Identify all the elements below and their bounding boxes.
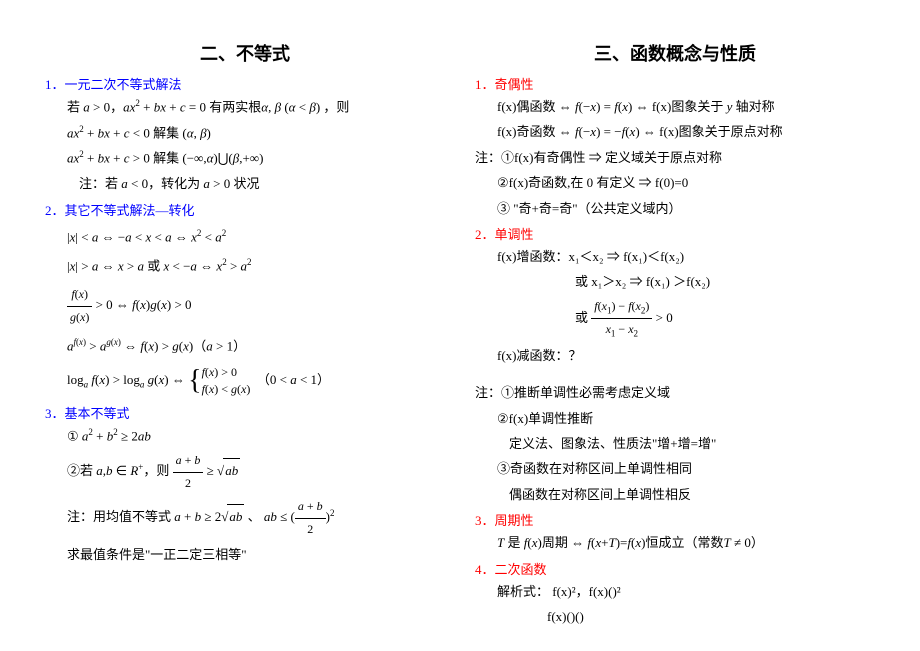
r2-n2: ②f(x)单调性推断 <box>497 407 875 430</box>
r1-l1: f(x)偶函数 ⇔ f(−x) = f(x) ⇔ f(x)图象关于 y 轴对称 <box>497 95 875 118</box>
r4-l2: f(x)()() <box>547 605 875 628</box>
r2-n1: 注：①推断单调性必需考虑定义域 <box>475 381 875 404</box>
r2-l4: f(x)减函数：？ <box>497 344 875 367</box>
s3-line1: ① a2 + b2 ≥ 2ab <box>67 424 445 448</box>
s2-line4: af(x) > ag(x) ⇔ f(x) > g(x)（a > 1） <box>67 334 445 358</box>
r1-l2: f(x)奇函数 ⇔ f(−x) = −f(x) ⇔ f(x)图象关于原点对称 <box>497 120 875 143</box>
s2-line1: |x| < a ⇔ −a < x < a ⇔ x2 < a2 <box>67 225 445 249</box>
s1-line4: 注：若 a < 0，转化为 a > 0 状况 <box>79 172 445 195</box>
r-section-1-head: 1．奇偶性 <box>475 74 875 93</box>
r1-n2: ②f(x)奇函数,在 0 有定义 ⇒ f(0)=0 <box>497 171 875 194</box>
s1-line2: ax2 + bx + c < 0 解集 (α, β) <box>67 121 445 145</box>
r2-l3: 或 f(x1) − f(x2)x1 − x2 > 0 <box>575 296 875 342</box>
s2-line5: loga f(x) > loga g(x) ⇔ {f(x) > 0f(x) < … <box>67 364 445 398</box>
s3-line2: ②若 a,b ∈ R+，则 a + b2 ≥ √ab <box>67 450 445 494</box>
s3-line4: 求最值条件是"一正二定三相等" <box>67 543 445 566</box>
s3-line3: 注：用均值不等式 a + b ≥ 2√ab 、 ab ≤ (a + b2)2 <box>67 496 445 540</box>
r4-l1: 解析式： f(x)²，f(x)()² <box>497 580 875 603</box>
r-section-3-head: 3．周期性 <box>475 510 875 529</box>
left-column: 二、不等式 1．一元二次不等式解法 若 a > 0，ax2 + bx + c =… <box>30 40 460 631</box>
r1-n1: 注：①f(x)有奇偶性 ⇒ 定义域关于原点对称 <box>475 146 875 169</box>
r2-n5: 偶函数在对称区间上单调性相反 <box>509 483 875 506</box>
s1-line1: 若 a > 0，ax2 + bx + c = 0 有两实根α, β (α < β… <box>67 95 445 119</box>
right-title: 三、函数概念与性质 <box>475 40 875 66</box>
s1-line3: ax2 + bx + c > 0 解集 (−∞,α)⋃(β,+∞) <box>67 146 445 170</box>
r2-n4: ③奇函数在对称区间上单调性相同 <box>497 457 875 480</box>
s2-line3: f(x)g(x) > 0 ⇔ f(x)g(x) > 0 <box>67 284 445 328</box>
s2-line2: |x| > a ⇔ x > a 或 x < −a ⇔ x2 > a2 <box>67 254 445 278</box>
section-2-head: 2．其它不等式解法—转化 <box>45 200 445 219</box>
r-section-2-head: 2．单调性 <box>475 224 875 243</box>
r2-l1: f(x)增函数：x₁＜x₂ ⇒ f(x₁)＜f(x₂) <box>497 245 875 268</box>
r2-n3: 定义法、图象法、性质法"增+增=增" <box>509 432 875 455</box>
section-3-head: 3．基本不等式 <box>45 403 445 422</box>
section-1-head: 1．一元二次不等式解法 <box>45 74 445 93</box>
r-section-4-head: 4．二次函数 <box>475 559 875 578</box>
right-column: 三、函数概念与性质 1．奇偶性 f(x)偶函数 ⇔ f(−x) = f(x) ⇔… <box>460 40 890 631</box>
r2-l2: 或 x₁＞x₂ ⇒ f(x₁) ＞f(x₂) <box>575 270 875 293</box>
r3-l1: T 是 f(x)周期 ⇔ f(x+T)=f(x)恒成立（常数T ≠ 0） <box>497 531 875 554</box>
r1-n3: ③ "奇+奇=奇"（公共定义域内） <box>497 197 875 220</box>
left-title: 二、不等式 <box>45 40 445 66</box>
